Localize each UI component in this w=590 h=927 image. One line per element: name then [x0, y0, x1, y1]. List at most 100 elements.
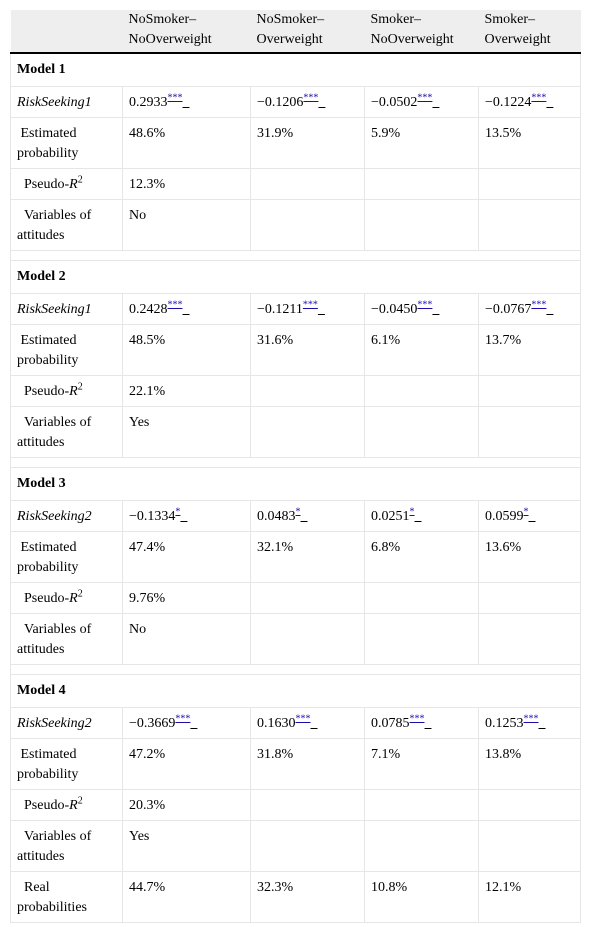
significance-link[interactable]: *: [175, 506, 181, 518]
spacer-row: [10, 457, 581, 468]
spacer-cell: [10, 250, 581, 261]
pseudo-label: Pseudo-: [24, 177, 70, 192]
empty-cell: [364, 820, 479, 872]
variables-of-attitudes-label: Variables of attitudes: [17, 415, 92, 450]
risk-seeking-label: RiskSeeking1: [17, 302, 92, 317]
real-probability-value: 32.3%: [250, 871, 365, 923]
significance-link[interactable]: ***: [302, 299, 318, 311]
pseudo-r-exponent: 2: [77, 795, 83, 807]
empty-cell: [364, 789, 479, 821]
pseudo-r2-value: 22.1%: [122, 375, 251, 407]
spacer-row: [10, 250, 581, 261]
real-probability-value: 44.7%: [122, 871, 251, 923]
pseudo-label: Pseudo-: [24, 591, 70, 606]
estimated-probability-value: 6.8%: [364, 531, 479, 583]
model-title: Model 3: [10, 467, 581, 501]
significance-link[interactable]: ***: [531, 92, 547, 104]
pseudo-r-label: R: [69, 384, 78, 399]
estimated-probability-label: Estimated probability: [17, 747, 79, 782]
coef-value: 0.2933: [129, 95, 168, 110]
estimated-probability-value: 13.8%: [478, 738, 581, 790]
variables-of-attitudes-row: Variables of attitudes No: [10, 199, 581, 251]
coef-value: −0.1206: [257, 95, 304, 110]
real-probability-value: 12.1%: [478, 871, 581, 923]
significance-link[interactable]: ***: [167, 92, 183, 104]
variables-of-attitudes-label: Variables of attitudes: [17, 622, 92, 657]
coef-cell: −0.0767***: [478, 293, 581, 325]
estimated-probability-value: 13.5%: [478, 117, 581, 169]
variables-of-attitudes-value: Yes: [122, 820, 251, 872]
empty-cell: [250, 168, 365, 200]
real-probabilities-row: Real probabilities 44.7% 32.3% 10.8% 12.1%: [10, 871, 581, 923]
empty-cell: [364, 582, 479, 614]
empty-cell: [250, 406, 365, 458]
pseudo-r-exponent: 2: [77, 588, 83, 600]
header-empty-cell: [10, 10, 123, 54]
estimated-probability-value: 31.6%: [250, 324, 365, 376]
coef-cell: −0.1334*: [122, 500, 251, 532]
coef-value: 0.0785: [371, 716, 410, 731]
variables-of-attitudes-row: Variables of attitudes Yes: [10, 406, 581, 458]
pseudo-r2-row: Pseudo-R2 9.76%: [10, 582, 581, 614]
variables-of-attitudes-label-cell: Variables of attitudes: [10, 820, 123, 872]
significance-link[interactable]: ***: [523, 713, 539, 725]
coef-cell: 0.2428***: [122, 293, 251, 325]
estimated-probability-value: 32.1%: [250, 531, 365, 583]
risk-seeking-row: RiskSeeking2 −0.3669*** 0.1630*** 0.0785*…: [10, 707, 581, 739]
coef-cell: 0.0785***: [364, 707, 479, 739]
variables-of-attitudes-label: Variables of attitudes: [17, 208, 92, 243]
estimated-probability-row: Estimated probability 47.4% 32.1% 6.8% 13.6%: [10, 531, 581, 583]
variables-of-attitudes-value: Yes: [122, 406, 251, 458]
significance-link[interactable]: ***: [417, 92, 433, 104]
variables-of-attitudes-label-cell: Variables of attitudes: [10, 406, 123, 458]
estimated-probability-value: 48.5%: [122, 324, 251, 376]
coef-cell: 0.1630***: [250, 707, 365, 739]
variables-of-attitudes-value: No: [122, 199, 251, 251]
risk-seeking-row: RiskSeeking1 0.2933*** −0.1206*** −0.0502…: [10, 86, 581, 118]
estimated-probability-value: 47.2%: [122, 738, 251, 790]
significance-link[interactable]: ***: [175, 713, 191, 725]
empty-cell: [478, 582, 581, 614]
empty-cell: [364, 406, 479, 458]
real-probability-value: 10.8%: [364, 871, 479, 923]
significance-link[interactable]: ***: [531, 299, 547, 311]
pseudo-r2-label-cell: Pseudo-R2: [10, 789, 123, 821]
coef-value: −0.1211: [257, 302, 303, 317]
model-title-row: Model 1: [10, 52, 581, 87]
empty-cell: [250, 789, 365, 821]
coef-value: 0.0599: [485, 509, 524, 524]
pseudo-r2-row: Pseudo-R2 22.1%: [10, 375, 581, 407]
pseudo-r2-label-cell: Pseudo-R2: [10, 375, 123, 407]
significance-link[interactable]: *: [409, 506, 415, 518]
empty-cell: [478, 199, 581, 251]
risk-seeking-label: RiskSeeking1: [17, 95, 92, 110]
model-title-row: Model 2: [10, 260, 581, 294]
header-smoker-overweight: Smoker– Overweight: [478, 10, 581, 54]
significance-link[interactable]: ***: [295, 713, 311, 725]
spacer-cell: [10, 457, 581, 468]
variables-of-attitudes-row: Variables of attitudes Yes: [10, 820, 581, 872]
pseudo-r-exponent: 2: [77, 381, 83, 393]
header-nosmoker-nooverweight: NoSmoker– NoOverweight: [122, 10, 251, 54]
empty-cell: [478, 789, 581, 821]
estimated-probability-value: 48.6%: [122, 117, 251, 169]
model-title: Model 4: [10, 674, 581, 708]
estimated-probability-label: Estimated probability: [17, 333, 79, 368]
significance-link[interactable]: ***: [167, 299, 183, 311]
real-probabilities-label-cell: Real probabilities: [10, 871, 123, 923]
significance-link[interactable]: ***: [409, 713, 425, 725]
significance-link[interactable]: *: [523, 506, 529, 518]
pseudo-r2-row: Pseudo-R2 20.3%: [10, 789, 581, 821]
significance-link[interactable]: ***: [303, 92, 319, 104]
coef-cell: 0.2933***: [122, 86, 251, 118]
empty-cell: [478, 613, 581, 665]
pseudo-r2-value: 12.3%: [122, 168, 251, 200]
estimated-probability-value: 6.1%: [364, 324, 479, 376]
variables-of-attitudes-value: No: [122, 613, 251, 665]
significance-link[interactable]: ***: [417, 299, 433, 311]
model-title: Model 1: [10, 52, 581, 87]
estimated-probability-value: 7.1%: [364, 738, 479, 790]
coef-value: −0.3669: [129, 716, 176, 731]
risk-seeking-label-cell: RiskSeeking1: [10, 293, 123, 325]
significance-link[interactable]: *: [295, 506, 301, 518]
